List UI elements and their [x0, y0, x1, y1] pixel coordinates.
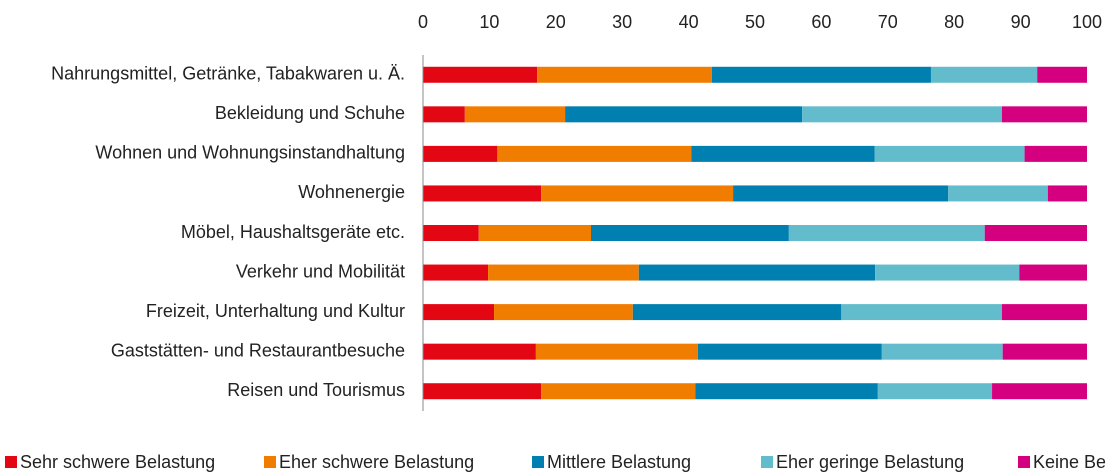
x-tick-label: 20	[546, 12, 566, 32]
bar-segment	[638, 264, 876, 281]
bar-segment	[565, 106, 803, 123]
legend-swatch	[532, 456, 544, 468]
y-tick-label: Möbel, Haushaltsgeräte etc.	[181, 222, 405, 242]
bar-segment	[802, 106, 1003, 123]
bar-segment	[1002, 106, 1087, 123]
x-tick-label: 80	[944, 12, 964, 32]
bar-segment	[537, 66, 712, 83]
legend-label: Eher geringe Belastung	[776, 452, 964, 472]
bar-segment	[423, 185, 542, 202]
bar-segment	[535, 343, 698, 360]
bar-segment	[711, 66, 931, 83]
x-tick-label: 90	[1011, 12, 1031, 32]
bar-segment	[541, 185, 734, 202]
bar-segment	[695, 383, 878, 400]
bar-segment	[733, 185, 949, 202]
legend-label: Keine Belastung	[1033, 452, 1105, 472]
bar-segment	[788, 225, 985, 241]
bar-segment	[881, 343, 1003, 360]
x-tick-label: 30	[612, 12, 632, 32]
bar-segment	[632, 304, 842, 321]
y-tick-label: Verkehr und Mobilität	[236, 261, 405, 281]
legend-swatch	[264, 456, 276, 468]
bar-segment	[1024, 145, 1087, 162]
bar-segment	[423, 343, 536, 360]
bar-segment	[423, 264, 489, 281]
bar-segment	[478, 225, 591, 241]
bar-segment	[874, 145, 1025, 162]
bar-segment	[697, 343, 882, 360]
bar-segment	[423, 383, 542, 400]
bar-segment	[841, 304, 1003, 321]
bar-segment	[1047, 185, 1087, 202]
bar-segment	[464, 106, 566, 123]
bar-segment	[590, 225, 789, 241]
bar-segment	[423, 66, 538, 83]
bar-segment	[1002, 304, 1087, 321]
y-tick-label: Reisen und Tourismus	[227, 380, 405, 400]
y-tick-label: Freizeit, Unterhaltung und Kultur	[146, 301, 405, 321]
bar-segment	[488, 264, 639, 281]
x-tick-label: 100	[1072, 12, 1102, 32]
y-tick-label: Nahrungsmittel, Getränke, Tabakwaren u. …	[51, 64, 405, 84]
bar-segment	[423, 145, 498, 162]
bar-segment	[494, 304, 633, 321]
x-tick-label: 70	[878, 12, 898, 32]
bar-segment	[423, 106, 465, 123]
bar-segment	[1037, 66, 1087, 83]
bar-segment	[948, 185, 1048, 202]
legend-label: Sehr schwere Belastung	[20, 452, 215, 472]
x-tick-label: 40	[679, 12, 699, 32]
x-tick-label: 60	[811, 12, 831, 32]
y-tick-label: Wohnen und Wohnungsinstandhaltung	[95, 143, 405, 163]
bar-segment	[877, 383, 993, 400]
bar-segment	[423, 225, 479, 241]
bar-segment	[1002, 343, 1087, 360]
y-tick-label: Wohnenergie	[298, 182, 405, 202]
bar-segment	[423, 304, 495, 321]
x-tick-label: 0	[418, 12, 428, 32]
x-tick-label: 10	[479, 12, 499, 32]
bar-segment	[541, 383, 696, 400]
bar-segment	[691, 145, 875, 162]
bar-segment	[1019, 264, 1087, 281]
legend-label: Eher schwere Belastung	[279, 452, 474, 472]
legend-label: Mittlere Belastung	[547, 452, 691, 472]
bar-segment	[875, 264, 1020, 281]
bar-segment	[984, 225, 1087, 241]
y-tick-label: Gaststätten- und Restaurantbesuche	[111, 340, 405, 360]
y-tick-label: Bekleidung und Schuhe	[215, 103, 405, 123]
legend-swatch	[5, 456, 17, 468]
x-tick-label: 50	[745, 12, 765, 32]
bar-segment	[992, 383, 1087, 400]
legend-swatch	[761, 456, 773, 468]
legend-swatch	[1018, 456, 1030, 468]
bar-segment	[930, 66, 1038, 83]
bar-segment	[497, 145, 692, 162]
